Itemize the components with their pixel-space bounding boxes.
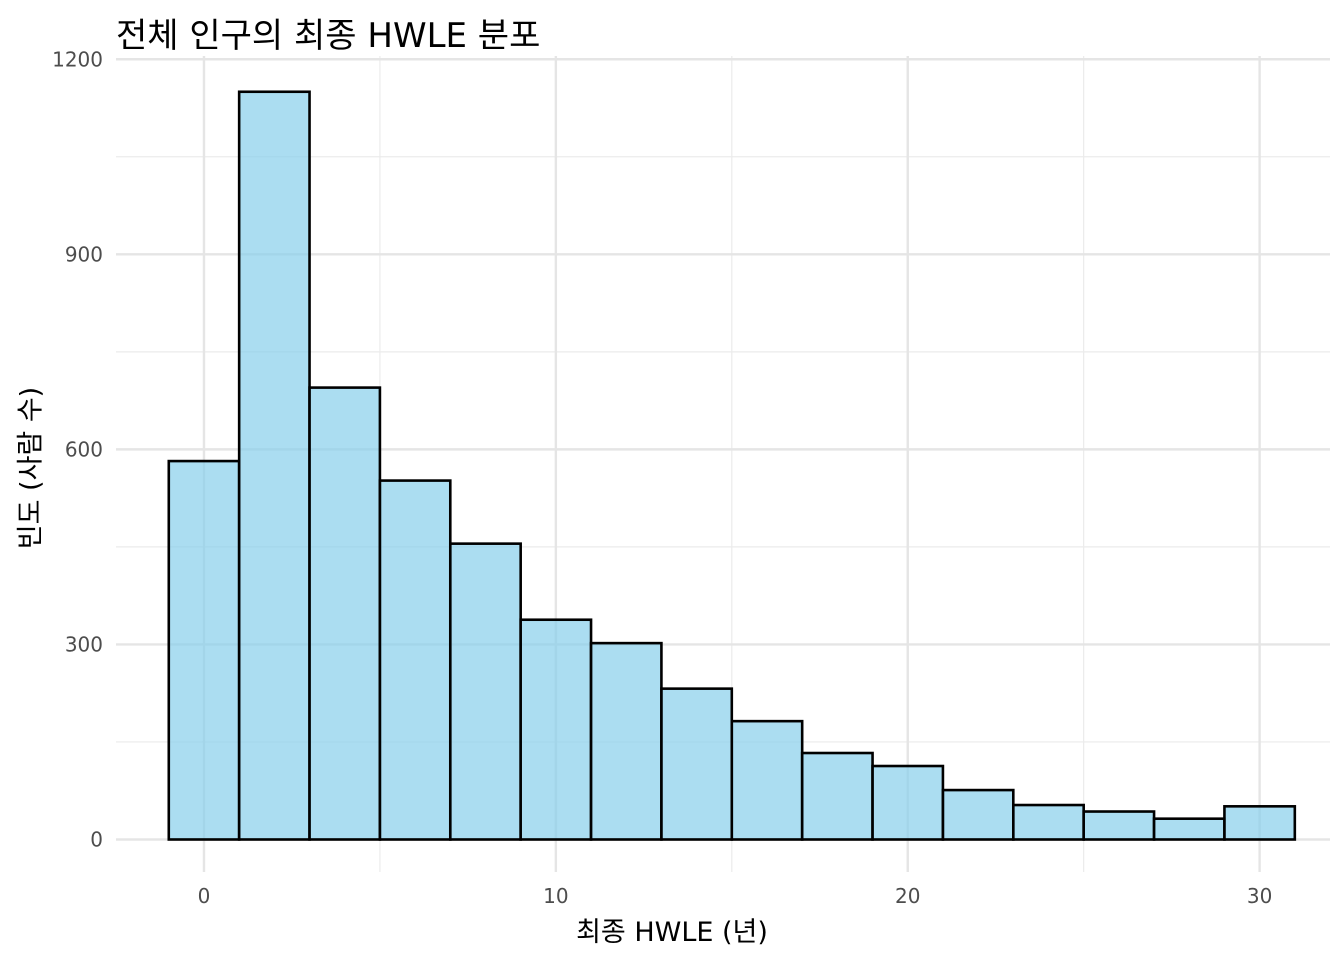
y-tick-label: 0 [90,827,103,851]
x-tick-label: 0 [198,884,211,908]
x-tick-label: 20 [895,884,920,908]
x-axis-label: 최종 HWLE (년) [576,917,768,948]
x-tick-label: 10 [543,884,568,908]
histogram-bar [448,542,522,841]
histogram-bar [519,618,593,841]
histogram-bar [1152,817,1226,841]
histogram-bar [1012,803,1085,841]
x-tick-label: 30 [1247,884,1272,908]
histogram-bar [730,719,804,841]
histogram-bar [589,641,663,841]
y-tick-label: 600 [65,437,103,461]
histogram-bar [660,687,734,841]
histogram-bar [308,386,382,841]
chart-title: 전체 인구의 최종 HWLE 분포 [116,16,541,56]
histogram-bar [800,751,874,841]
y-tick-label: 1200 [52,47,103,71]
histogram-bar [237,90,311,841]
histogram-bar [871,764,945,841]
histogram-bar [1223,805,1297,841]
histogram-bar [941,788,1015,841]
histogram-bar [378,479,452,841]
y-tick-label: 300 [65,632,103,656]
y-tick-label: 900 [65,242,103,266]
y-axis-label: 빈도 (사람 수) [15,386,47,550]
histogram-bar [1082,810,1156,841]
histogram-bar [167,459,241,841]
